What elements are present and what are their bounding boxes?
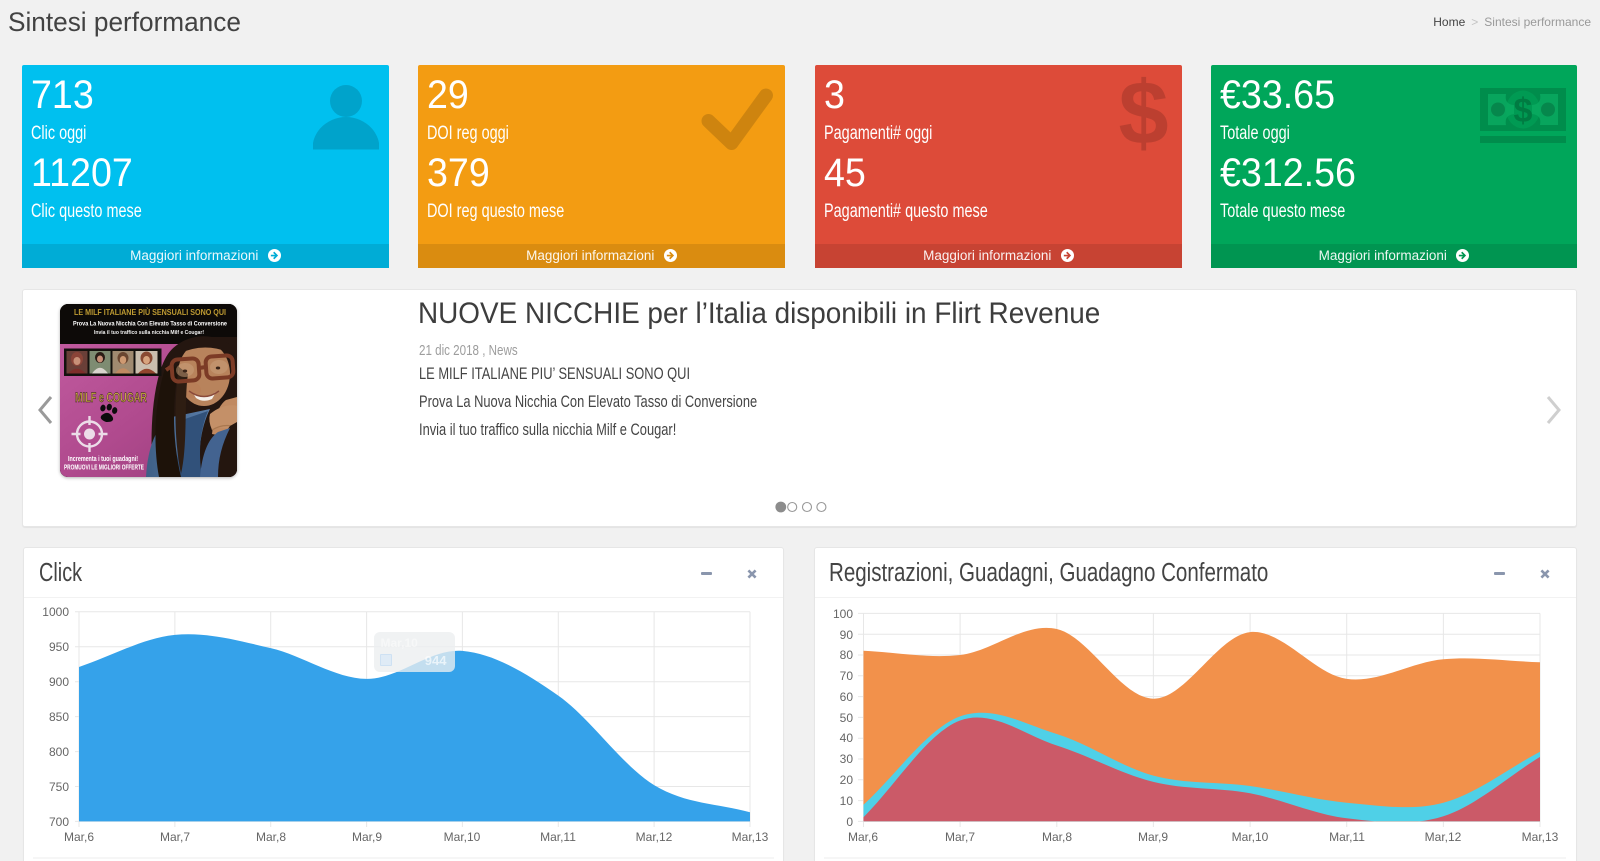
svg-text:Incrementa i tuoi guadagni!: Incrementa i tuoi guadagni! bbox=[68, 454, 138, 463]
svg-text:Invia il tuo traffico sulla ni: Invia il tuo traffico sulla nicchia Milf… bbox=[94, 330, 204, 336]
svg-text:$: $ bbox=[1514, 92, 1533, 130]
svg-text:LE MILF ITALIANE PIÙ SENSUALI: LE MILF ITALIANE PIÙ SENSUALI SONO QUI bbox=[74, 306, 226, 317]
svg-text:Prova La Nuova Nicchia Con Ele: Prova La Nuova Nicchia Con Elevato Tasso… bbox=[73, 322, 228, 328]
svg-text:PROMUOVI LE MIGLIORI OFFERTE: PROMUOVI LE MIGLIORI OFFERTE bbox=[64, 463, 144, 472]
svg-text:MILF e COUGAR: MILF e COUGAR bbox=[75, 390, 147, 405]
